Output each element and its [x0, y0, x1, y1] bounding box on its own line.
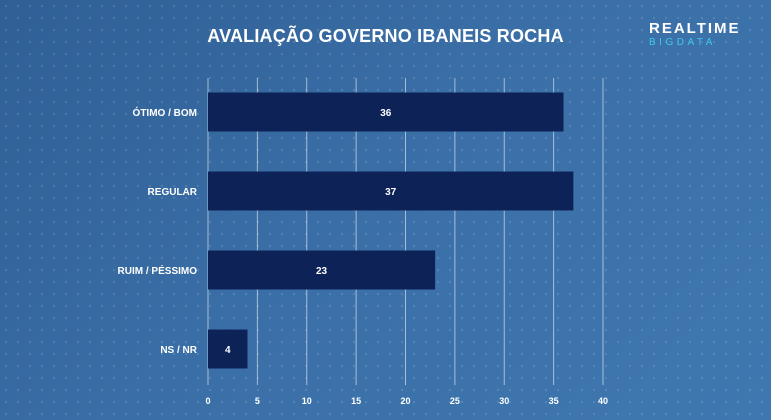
x-tick-label-20: 20: [400, 396, 410, 406]
logo-text-top: REALTIME: [649, 20, 741, 37]
category-label-1: REGULAR: [148, 187, 198, 198]
logo-text-bottom: BIGDATA: [649, 37, 716, 48]
bar-1: [208, 171, 574, 211]
chart-title: AVALIAÇÃO GOVERNO IBANEIS ROCHA: [207, 26, 564, 46]
bar-value-label-2: 23: [316, 266, 328, 277]
category-label-3: NS / NR: [160, 345, 197, 356]
bar-2: [208, 250, 436, 290]
x-tick-label-0: 0: [205, 396, 210, 406]
x-tick-label-25: 25: [450, 396, 460, 406]
x-tick-label-5: 5: [255, 396, 260, 406]
bar-value-label-0: 36: [380, 108, 392, 119]
realtime-bigdata-logo: REALTIME BIGDATA: [649, 20, 739, 49]
category-label-0: ÓTIMO / BOM: [133, 106, 197, 119]
x-tick-label-40: 40: [598, 396, 608, 406]
x-tick-label-35: 35: [549, 396, 559, 406]
bar-value-label-3: 4: [225, 345, 231, 356]
x-tick-label-10: 10: [302, 396, 312, 406]
x-tick-label-15: 15: [351, 396, 361, 406]
bar-0: [208, 92, 564, 132]
category-label-2: RUIM / PÉSSIMO: [118, 264, 198, 277]
bar-3: [208, 329, 248, 369]
x-tick-label-30: 30: [499, 396, 509, 406]
bar-value-label-1: 37: [385, 187, 397, 198]
